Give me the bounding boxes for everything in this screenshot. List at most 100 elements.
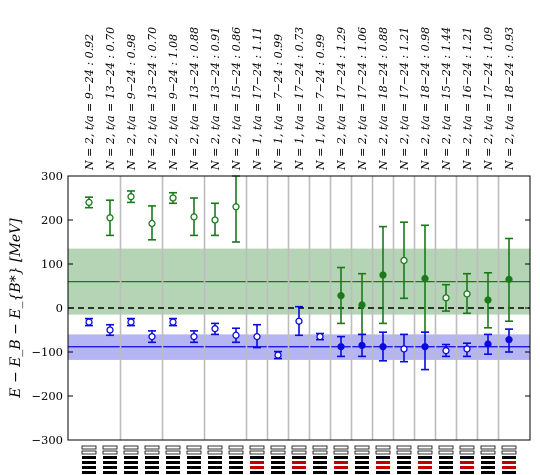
marker [169, 318, 177, 326]
diagram-row [228, 450, 244, 455]
data-point [484, 333, 492, 356]
fit-label: N = 2, t/a = 17−24 : 1.29 [335, 27, 348, 171]
diagram-row [417, 450, 433, 455]
marker [442, 347, 450, 355]
diagram-row [103, 456, 117, 459]
diagram-row [145, 466, 159, 469]
fit-label: N = 2, t/a = 16−24 : 1.21 [461, 27, 474, 171]
diagram-row [354, 450, 370, 455]
diagram-row [502, 456, 516, 459]
diagram-row [292, 466, 306, 469]
data-point [442, 343, 450, 358]
marker [85, 198, 93, 207]
operator-diagram [165, 445, 181, 474]
diagram-row [501, 450, 517, 455]
diagram-row [354, 445, 370, 450]
data-point [358, 333, 366, 358]
diagram-row [82, 461, 96, 464]
marker [421, 343, 429, 351]
data-point [442, 283, 450, 312]
data-point [379, 225, 387, 325]
marker [127, 193, 135, 201]
data-point [106, 199, 114, 237]
fit-label: N = 2, t/a = 13−24 : 0.70 [104, 27, 117, 171]
diagram-row [229, 461, 243, 464]
diagram-row [187, 461, 201, 464]
diagram-row [187, 471, 201, 474]
diagram-row [166, 466, 180, 469]
marker [358, 301, 366, 309]
marker [127, 318, 135, 326]
diagram-row [438, 450, 454, 455]
operator-diagram [123, 445, 139, 474]
diagram-row [82, 456, 96, 459]
operator-diagram [375, 445, 391, 474]
fit-label: N = 2, t/a = 13−24 : 0.70 [146, 27, 159, 171]
diagram-row [186, 445, 202, 450]
diagram-row [291, 450, 307, 455]
diagram-row [438, 445, 454, 450]
fit-label: N = 2, t/a = 17−24 : 1.21 [398, 27, 411, 171]
diagram-row [145, 456, 159, 459]
diagram-row [123, 450, 139, 455]
diagram-row [81, 445, 97, 450]
operator-diagram [396, 445, 412, 474]
marker [400, 256, 408, 265]
fit-label: N = 1, t/a = 7−24 : 0.99 [272, 34, 285, 171]
marker [295, 317, 303, 325]
marker [232, 203, 240, 211]
y-axis-label: E − E_B − E_{B*} [MeV] [8, 218, 24, 399]
diagram-row [292, 456, 306, 459]
data-point [295, 305, 303, 337]
diagram-row [145, 461, 159, 464]
y-tick-label: −100 [31, 345, 63, 359]
marker [148, 219, 156, 228]
diagram-row [355, 461, 369, 464]
diagram-row [250, 471, 264, 474]
fit-label: N = 2, t/a = 9−24 : 1.08 [167, 34, 180, 171]
diagram-row [250, 461, 264, 464]
diagram-row [207, 450, 223, 455]
fit-label: N = 2, t/a = 9−24 : 0.92 [83, 34, 96, 171]
operator-diagram [291, 445, 307, 474]
diagram-row [291, 445, 307, 450]
diagram-row [165, 450, 181, 455]
diagram-row [334, 466, 348, 469]
fit-label: N = 2, t/a = 18−24 : 0.93 [503, 27, 516, 171]
diagram-row [418, 466, 432, 469]
data-point [316, 332, 324, 341]
data-point [274, 350, 282, 360]
diagram-row [439, 456, 453, 459]
diagram-row [81, 450, 97, 455]
diagram-row [502, 471, 516, 474]
diagram-row [124, 456, 138, 459]
diagram-row [165, 445, 181, 450]
diagram-row [271, 471, 285, 474]
diagram-row [397, 471, 411, 474]
diagram-row [208, 461, 222, 464]
diagram-row [124, 461, 138, 464]
diagram-row [313, 471, 327, 474]
operator-diagram [270, 445, 286, 474]
diagram-row [271, 461, 285, 464]
operator-diagram [249, 445, 265, 474]
diagram-row [103, 466, 117, 469]
diagram-row [82, 471, 96, 474]
diagram-row [145, 471, 159, 474]
diagram-row [376, 456, 390, 459]
marker [421, 274, 429, 283]
y-tick-label: 200 [41, 213, 63, 227]
marker [484, 296, 492, 304]
marker [505, 336, 513, 344]
operator-diagram [102, 445, 118, 474]
diagram-row [249, 445, 265, 450]
diagram-row [166, 461, 180, 464]
operator-diagram [501, 445, 517, 474]
marker [190, 332, 198, 341]
data-point [169, 191, 177, 205]
y-tick-label: 300 [41, 169, 63, 183]
data-point [211, 202, 219, 237]
data-point [232, 327, 240, 344]
diagram-row [250, 456, 264, 459]
fit-label: N = 2, t/a = 15−24 : 0.86 [230, 27, 243, 171]
